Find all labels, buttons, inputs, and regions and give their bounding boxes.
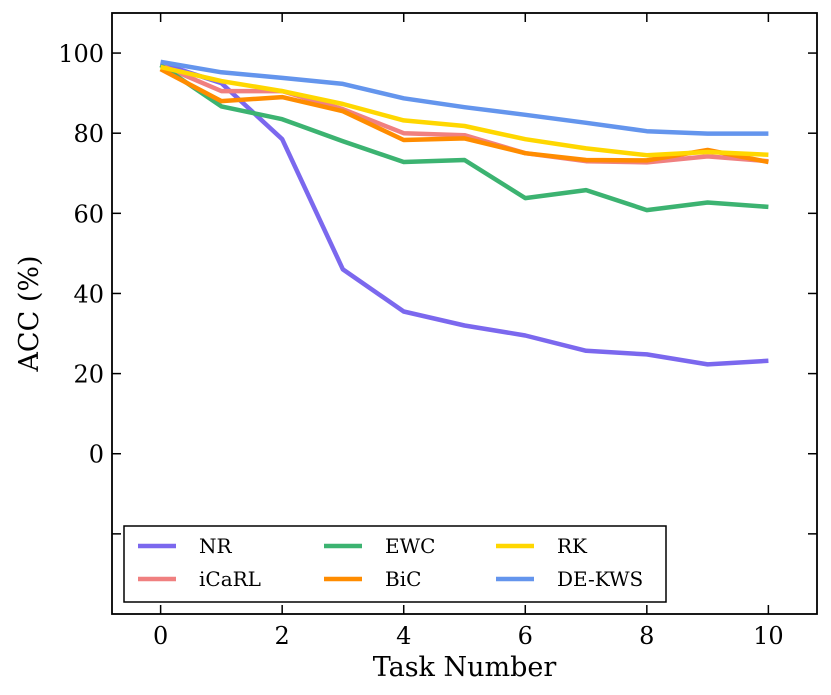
legend-entry-label: DE-KWS [557, 567, 643, 591]
series-line-rk [160, 64, 769, 158]
legend-entry-label: NR [199, 534, 233, 558]
y-axis-label: ACC (%) [14, 255, 45, 372]
x-tick-label: 10 [753, 622, 784, 650]
legend-box [123, 525, 667, 603]
legend-entry-label: BiC [385, 567, 421, 591]
y-tick-label: 100 [58, 40, 104, 68]
y-tick-label: 80 [73, 120, 104, 148]
legend-entry-label: iCaRL [199, 567, 261, 591]
legend-entry-label: RK [557, 534, 588, 558]
series-line-de-kws [160, 59, 769, 136]
y-tick-label: 0 [89, 441, 104, 469]
x-tick-label: 4 [396, 622, 411, 650]
x-tick-label: 6 [518, 622, 533, 650]
legend: NR iCaRL EWC BiC RK DE-KWS [123, 525, 667, 603]
x-tick-label: 0 [153, 622, 168, 650]
series-line-nr [159, 60, 769, 367]
x-axis-label: Task Number [373, 652, 557, 683]
y-tick-label: 40 [73, 280, 104, 308]
series-line-icarl [159, 63, 769, 165]
y-tick-label: 60 [73, 200, 104, 228]
series-line-bic [159, 67, 769, 165]
legend-entry-label: EWC [385, 534, 435, 558]
series-line-ewc [159, 63, 769, 213]
x-tick-label: 8 [639, 622, 654, 650]
x-tick-label: 2 [275, 622, 290, 650]
y-tick-label: 20 [73, 361, 104, 389]
plot-frame [111, 12, 818, 615]
